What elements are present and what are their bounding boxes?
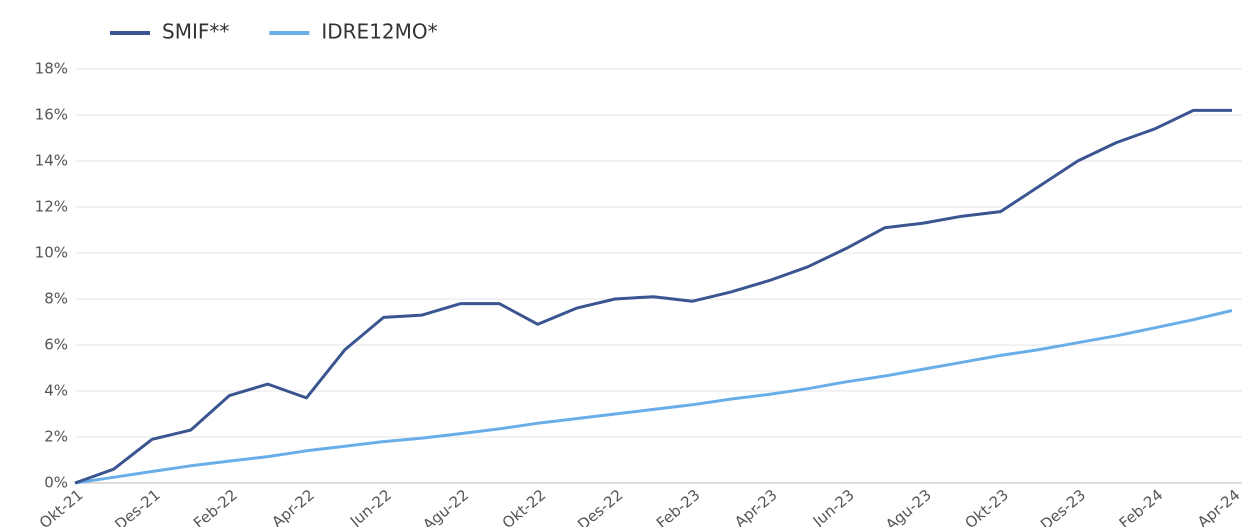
series-line [74,108,1232,485]
x-tick-label: Feb-24 [1116,486,1167,527]
x-tick-label: Jun-22 [346,486,395,527]
x-tick-label: Des-22 [574,486,626,527]
x-tick-label: Jun-23 [809,486,858,527]
x-tick-label: Okt-23 [962,486,1013,527]
x-tick-label: Agu-22 [419,486,472,527]
y-tick-label: 18% [35,60,68,78]
legend-label: IDRE12MO* [321,20,437,44]
y-tick-label: 12% [35,198,68,216]
y-tick-label: 16% [35,106,68,124]
x-tick-label: Okt-22 [499,486,550,527]
x-tick-label: Feb-22 [190,486,241,527]
y-tick-label: 2% [44,428,68,446]
x-tick-label: Apr-24 [1194,486,1242,527]
x-tick-label: Agu-23 [882,486,935,527]
x-tick-label: Des-23 [1037,486,1089,527]
y-tick-label: 8% [44,290,68,308]
x-tick-label: Okt-21 [36,486,87,527]
x-tick-label: Apr-22 [268,486,317,527]
y-tick-label: 10% [35,244,68,262]
y-tick-label: 14% [35,152,68,170]
x-tick-label: Des-21 [111,486,163,527]
series-line [74,309,1233,485]
x-tick-label: Apr-23 [731,486,780,527]
y-tick-label: 0% [44,474,68,492]
x-tick-label: Feb-23 [653,486,704,527]
legend-label: SMIF** [162,20,229,44]
y-tick-label: 4% [44,382,68,400]
y-tick-label: 6% [44,336,68,354]
